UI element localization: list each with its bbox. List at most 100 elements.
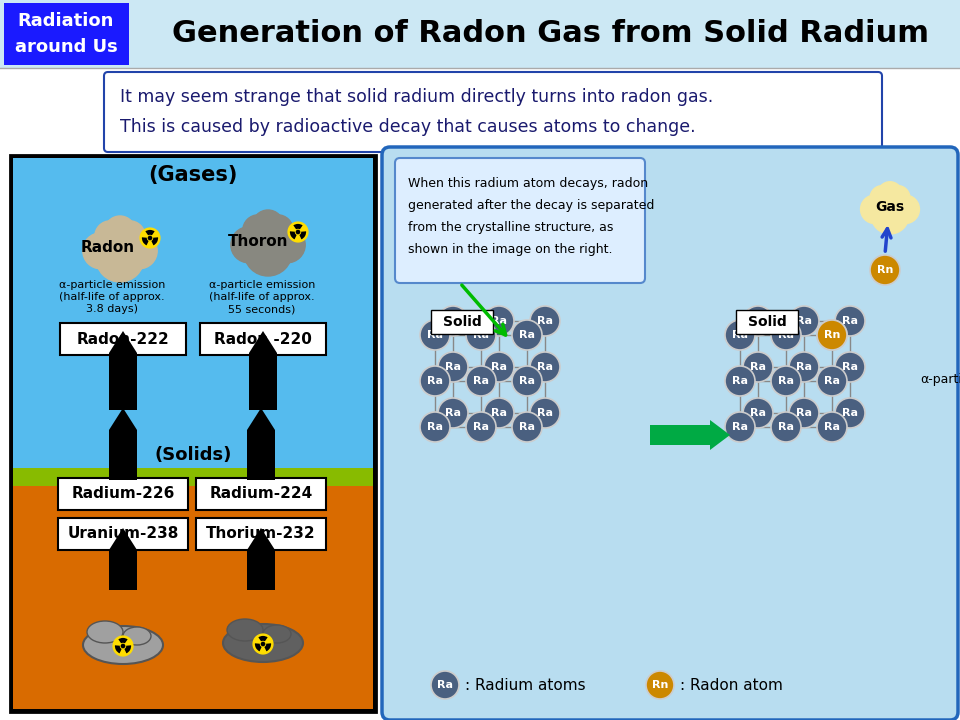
- Text: Ra: Ra: [824, 422, 840, 432]
- Circle shape: [835, 306, 865, 336]
- Circle shape: [877, 181, 902, 207]
- Text: (half-life of approx.: (half-life of approx.: [209, 292, 315, 302]
- Wedge shape: [290, 231, 298, 239]
- Text: α-particle emission: α-particle emission: [209, 280, 315, 290]
- FancyBboxPatch shape: [254, 572, 268, 590]
- FancyBboxPatch shape: [736, 310, 798, 334]
- Text: Rn: Rn: [824, 330, 840, 340]
- FancyBboxPatch shape: [431, 310, 493, 334]
- Text: Radium-224: Radium-224: [209, 487, 313, 502]
- Circle shape: [105, 216, 135, 247]
- Wedge shape: [294, 224, 302, 232]
- Text: Ra: Ra: [473, 376, 489, 386]
- Circle shape: [512, 320, 542, 350]
- Text: (half-life of approx.: (half-life of approx.: [60, 292, 165, 302]
- FancyBboxPatch shape: [13, 468, 373, 486]
- Circle shape: [817, 366, 847, 396]
- Ellipse shape: [87, 621, 123, 643]
- Circle shape: [860, 195, 889, 223]
- Text: Solid: Solid: [748, 315, 786, 329]
- Circle shape: [243, 215, 274, 246]
- Circle shape: [817, 320, 847, 350]
- Text: Ra: Ra: [732, 422, 748, 432]
- Circle shape: [466, 320, 496, 350]
- Circle shape: [260, 642, 266, 647]
- Text: Ra: Ra: [750, 316, 766, 326]
- Text: generated after the decay is separated: generated after the decay is separated: [408, 199, 655, 212]
- Text: Radiation
around Us: Radiation around Us: [14, 12, 117, 55]
- Text: Ra: Ra: [842, 316, 858, 326]
- Text: Ra: Ra: [750, 362, 766, 372]
- FancyBboxPatch shape: [116, 572, 130, 590]
- Circle shape: [114, 221, 145, 252]
- Text: Ra: Ra: [824, 376, 840, 386]
- Circle shape: [140, 228, 160, 248]
- Circle shape: [121, 644, 126, 649]
- Wedge shape: [145, 230, 155, 238]
- Text: Ra: Ra: [537, 362, 553, 372]
- Text: Uranium-238: Uranium-238: [67, 526, 179, 541]
- Text: Ra: Ra: [537, 316, 553, 326]
- Text: : Radium atoms: : Radium atoms: [465, 678, 586, 693]
- Text: Ra: Ra: [491, 316, 507, 326]
- Circle shape: [771, 320, 801, 350]
- FancyArrow shape: [650, 420, 730, 450]
- Circle shape: [269, 227, 305, 263]
- Text: Ra: Ra: [537, 408, 553, 418]
- Circle shape: [512, 412, 542, 442]
- FancyBboxPatch shape: [58, 518, 188, 550]
- Text: Ra: Ra: [796, 408, 812, 418]
- Text: α-particle emission: α-particle emission: [59, 280, 165, 290]
- Circle shape: [512, 366, 542, 396]
- Wedge shape: [298, 231, 306, 239]
- Text: Ra: Ra: [842, 362, 858, 372]
- FancyBboxPatch shape: [10, 155, 376, 712]
- Circle shape: [885, 186, 910, 210]
- Circle shape: [871, 196, 909, 234]
- Text: Ra: Ra: [732, 330, 748, 340]
- FancyBboxPatch shape: [254, 452, 268, 480]
- Ellipse shape: [123, 627, 151, 645]
- Text: Ra: Ra: [473, 422, 489, 432]
- Circle shape: [870, 255, 900, 285]
- Text: Ra: Ra: [519, 376, 535, 386]
- Text: (Gases): (Gases): [148, 165, 238, 185]
- Text: Ra: Ra: [778, 330, 794, 340]
- Circle shape: [484, 306, 514, 336]
- FancyBboxPatch shape: [4, 3, 129, 65]
- Wedge shape: [258, 636, 268, 644]
- Text: It may seem strange that solid radium directly turns into radon gas.: It may seem strange that solid radium di…: [120, 88, 713, 106]
- Circle shape: [148, 235, 153, 240]
- Text: Ra: Ra: [427, 330, 443, 340]
- Circle shape: [743, 352, 773, 382]
- FancyBboxPatch shape: [196, 518, 326, 550]
- FancyBboxPatch shape: [58, 478, 188, 510]
- Circle shape: [466, 412, 496, 442]
- Wedge shape: [142, 238, 150, 246]
- Circle shape: [288, 222, 308, 242]
- FancyBboxPatch shape: [116, 375, 130, 410]
- FancyArrow shape: [247, 408, 275, 480]
- Text: Ra: Ra: [732, 376, 748, 386]
- Circle shape: [817, 412, 847, 442]
- FancyBboxPatch shape: [382, 147, 958, 720]
- Text: Rn: Rn: [652, 680, 668, 690]
- FancyBboxPatch shape: [104, 72, 882, 152]
- Circle shape: [438, 306, 468, 336]
- Circle shape: [262, 215, 293, 246]
- FancyBboxPatch shape: [116, 452, 130, 480]
- Text: Radon -220: Radon -220: [214, 331, 312, 346]
- Ellipse shape: [227, 619, 263, 641]
- Wedge shape: [118, 638, 128, 646]
- Circle shape: [771, 366, 801, 396]
- Text: shown in the image on the right.: shown in the image on the right.: [408, 243, 612, 256]
- FancyArrow shape: [109, 331, 137, 410]
- Circle shape: [817, 320, 847, 350]
- Circle shape: [835, 352, 865, 382]
- FancyBboxPatch shape: [0, 0, 960, 68]
- Circle shape: [83, 233, 119, 269]
- FancyBboxPatch shape: [395, 158, 645, 283]
- FancyArrow shape: [247, 528, 275, 590]
- Circle shape: [725, 412, 755, 442]
- Circle shape: [438, 398, 468, 428]
